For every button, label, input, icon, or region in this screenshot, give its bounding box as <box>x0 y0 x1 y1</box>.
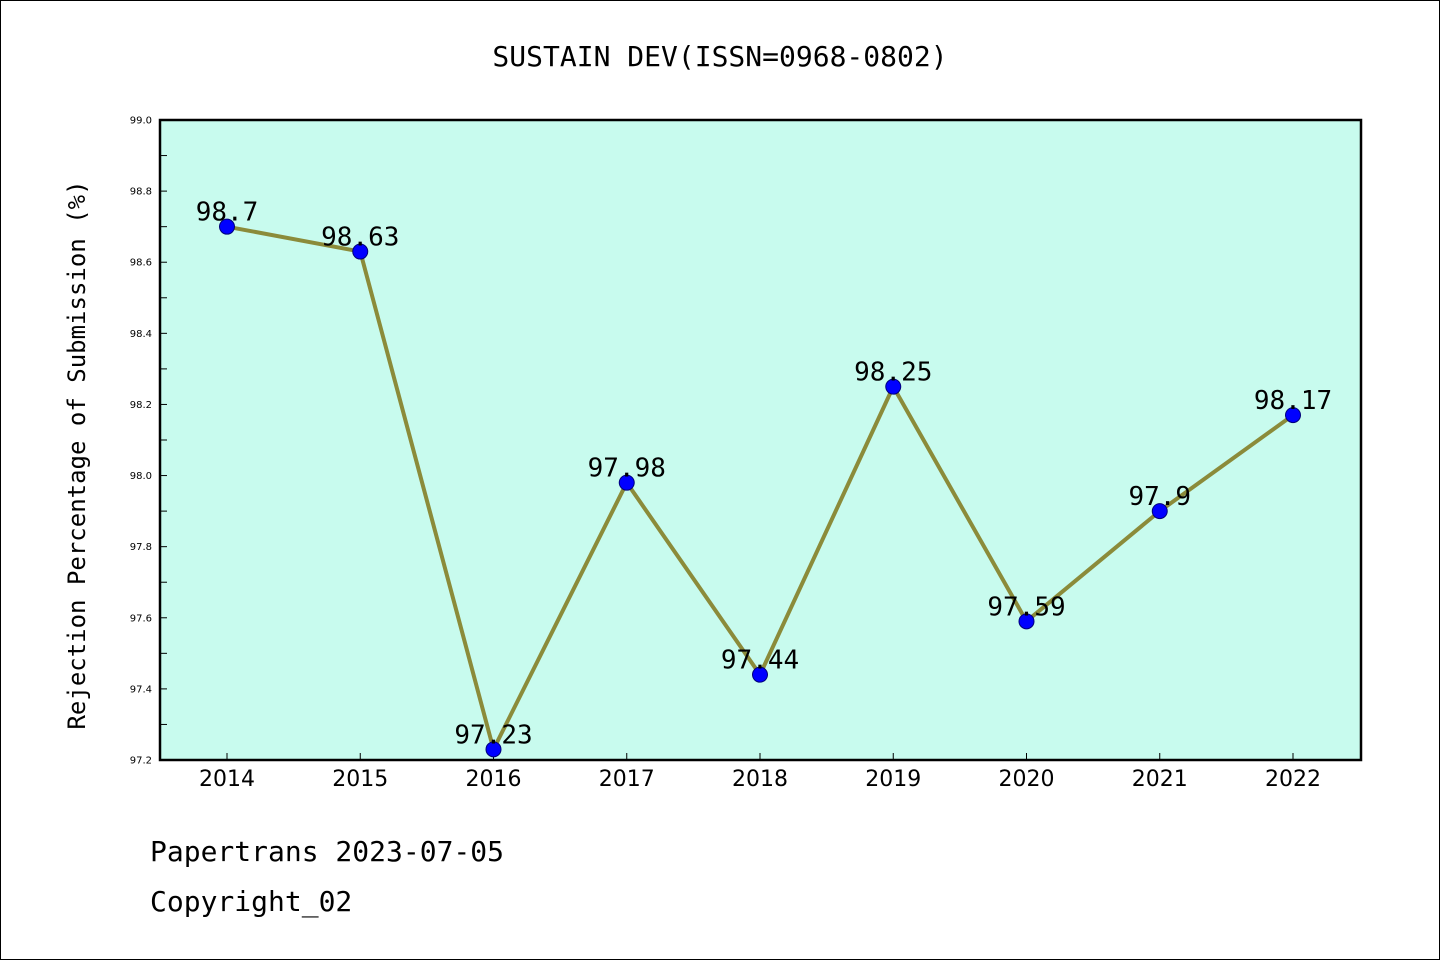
y-tick-label: 98.0 <box>130 471 152 482</box>
x-tick-label: 2018 <box>732 767 788 792</box>
data-labels-layer: 98.7 98.63 97.23 97.98 97.44 98.25 97.59 97.9 98… <box>196 198 1332 751</box>
x-tick-label: 2021 <box>1132 767 1188 792</box>
data-point-marker <box>752 666 768 683</box>
y-tick-label: 98.2 <box>130 400 152 411</box>
data-label: 97.98 <box>588 454 666 484</box>
data-point-marker <box>885 378 902 395</box>
footer-date: Papertrans 2023-07-05 <box>150 835 505 868</box>
data-label: 98.63 <box>321 223 399 253</box>
data-point-marker <box>1285 407 1301 424</box>
y-tick-label: 97.6 <box>130 613 152 624</box>
chart-title: SUSTAIN DEV(ISSN=0968-0802) <box>492 40 947 73</box>
plot-area <box>158 118 1363 762</box>
data-point-marker <box>1151 503 1168 520</box>
data-label: 97.23 <box>454 720 532 750</box>
data-label: 98.17 <box>1254 386 1332 416</box>
data-point-marker <box>618 474 635 491</box>
footer-copyright: Copyright_02 <box>150 885 353 918</box>
y-tick-label: 97.2 <box>130 756 152 767</box>
x-tick-label: 2019 <box>865 767 921 792</box>
x-tick-label: 2015 <box>332 767 388 792</box>
x-tick-label: 2016 <box>466 767 522 792</box>
x-axis-ticks: 2014 2015 2016 2017 2018 2019 2020 2021 2022 <box>199 753 1321 792</box>
data-label: 98.25 <box>854 358 932 388</box>
x-tick-label: 2014 <box>199 767 255 792</box>
series-layer <box>219 218 1301 758</box>
data-label: 97.44 <box>721 646 799 676</box>
y-tick-label: 98.4 <box>130 329 152 340</box>
x-tick-label: 2017 <box>599 767 655 792</box>
y-axis-ticks: 97.2 97.4 97.6 97.8 98.0 98.2 98.4 98.6 98.8 99.0 <box>130 116 167 767</box>
data-label: 98.7 <box>196 198 259 228</box>
data-point-marker <box>352 243 369 260</box>
y-tick-label: 97.8 <box>130 542 152 553</box>
y-tick-label: 97.4 <box>130 684 152 695</box>
data-point-marker <box>219 218 235 235</box>
y-axis-label: Rejection Percentage of Submission (%) <box>63 180 91 729</box>
y-tick-label: 98.6 <box>130 258 152 269</box>
y-tick-label: 99.0 <box>130 116 152 127</box>
x-tick-label: 2022 <box>1265 767 1321 792</box>
data-label: 97.9 <box>1128 482 1191 512</box>
x-tick-label: 2020 <box>999 767 1055 792</box>
data-point-marker <box>485 741 502 758</box>
data-point-marker <box>1018 613 1035 630</box>
data-label: 97.59 <box>987 592 1065 622</box>
y-tick-label: 98.8 <box>130 187 152 198</box>
